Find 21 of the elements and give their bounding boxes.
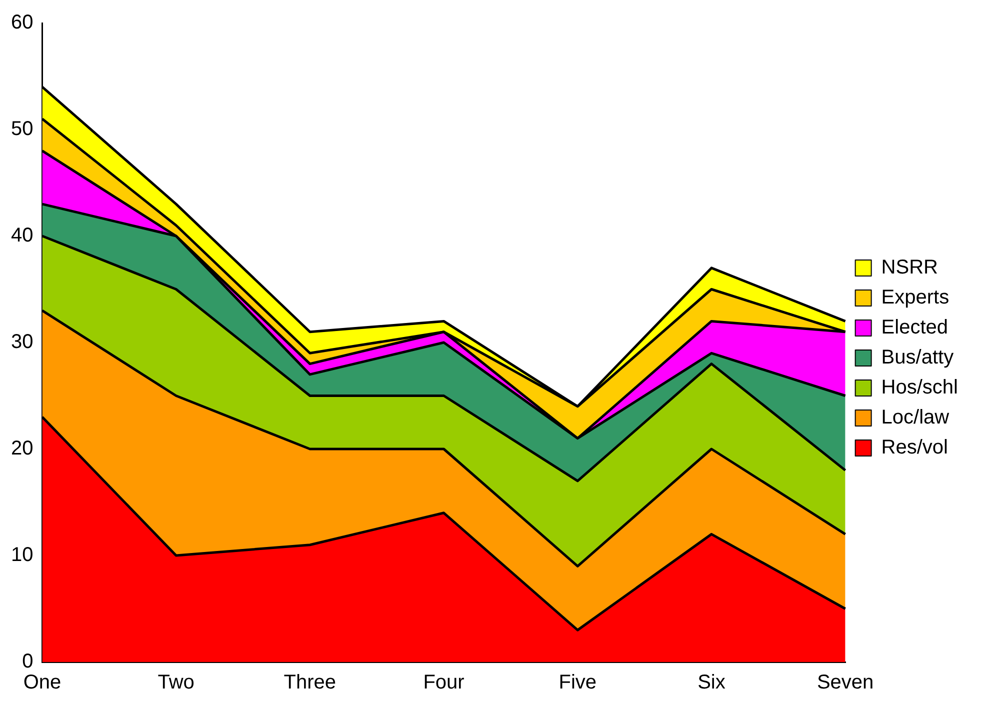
y-tick-label: 20: [10, 438, 34, 460]
y-tick-label: 40: [10, 224, 34, 247]
legend-label: Elected: [881, 316, 948, 339]
x-tick-label: Four: [423, 672, 465, 694]
legend-label: Loc/law: [881, 406, 950, 429]
legend-label: Bus/atty: [881, 346, 954, 369]
x-tick-label: Three: [284, 672, 336, 694]
x-tick-label: Five: [558, 672, 597, 694]
x-tick-label: One: [23, 672, 62, 694]
legend-label: Hos/schl: [881, 376, 958, 399]
x-tick-label: Seven: [816, 672, 874, 694]
y-tick-label: 30: [10, 331, 34, 354]
y-tick-label: 10: [10, 544, 34, 566]
y-tick-label: 60: [10, 12, 34, 34]
x-tick-label: Two: [158, 672, 194, 694]
legend-label: Experts: [881, 286, 950, 309]
x-tick-label: Six: [698, 672, 726, 694]
y-tick-label: 50: [10, 118, 34, 140]
legend-label: NSRR: [881, 256, 938, 279]
y-tick-label: 0: [22, 650, 34, 673]
legend-label: Res/vol: [881, 436, 948, 459]
